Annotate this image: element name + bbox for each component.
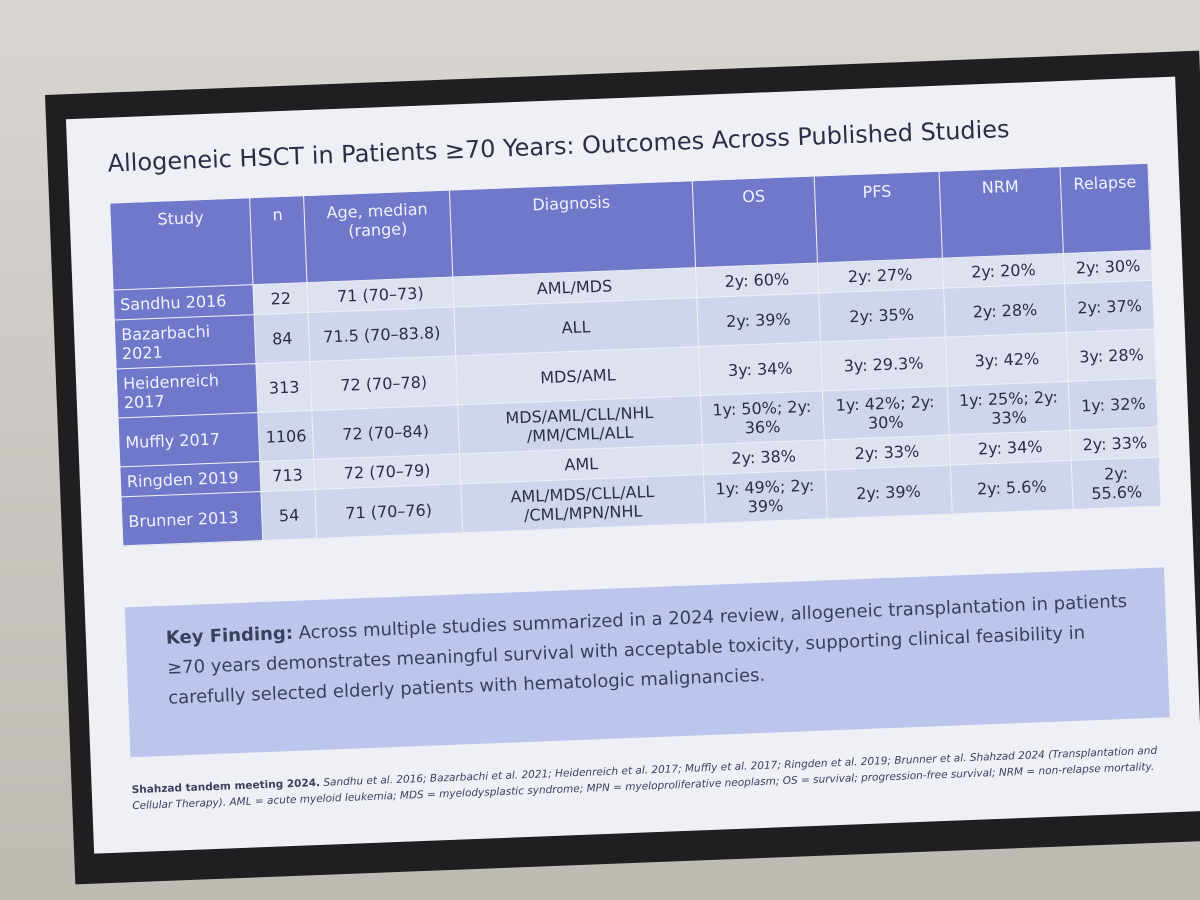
- table-cell: 22: [253, 282, 309, 315]
- table-cell: 2y: 5.6%: [949, 460, 1074, 514]
- table-cell: 1y: 42%; 2y: 30%: [822, 386, 949, 440]
- table-cell: 2y: 27%: [817, 258, 944, 293]
- table-cell: 2y: 37%: [1064, 280, 1155, 333]
- table-cell: AML/MDS/CLL/ALL /CML/MPN/NHL: [460, 474, 706, 533]
- outcomes-table: Study n Age, median (range) Diagnosis OS PFS N…: [109, 163, 1162, 547]
- table-cell: 1y: 50%; 2y: 36%: [700, 390, 824, 445]
- slide-title: Allogeneic HSCT in Patients ≥70 Years: O…: [107, 115, 1011, 178]
- table-cell: 1106: [258, 410, 314, 462]
- header-cell: Diagnosis: [449, 180, 696, 277]
- table-body: Sandhu 2016 22 71 (70–73) AML/MDS 2y: 60% 2y:…: [113, 250, 1162, 546]
- table-cell: 3y: 34%: [698, 341, 823, 396]
- table-cell: 2y: 34%: [948, 430, 1072, 466]
- table-cell: Bazarbachi 2021: [114, 314, 257, 369]
- header-cell: PFS: [813, 171, 943, 263]
- table-cell: 313: [256, 361, 312, 413]
- key-finding-label: Key Finding:: [165, 622, 294, 649]
- table-cell: 2y: 33%: [823, 435, 950, 470]
- table-cell: 2y: 20%: [942, 253, 1065, 289]
- table-cell: 2y: 28%: [943, 283, 1067, 338]
- table-cell: 713: [260, 459, 316, 492]
- table-cell: 84: [254, 312, 311, 364]
- table-cell: 3y: 28%: [1066, 329, 1157, 382]
- key-finding-text: Across multiple studies summarized in a …: [166, 590, 1128, 709]
- slide: Allogeneic HSCT in Patients ≥70 Years: O…: [65, 76, 1200, 854]
- table-cell: 72 (70–84): [311, 404, 460, 460]
- header-cell: OS: [692, 176, 818, 268]
- table-cell: 72 (70–78): [310, 355, 458, 411]
- header-cell: NRM: [938, 166, 1064, 259]
- table-cell: 2y: 60%: [695, 262, 819, 298]
- table-cell: 1y: 25%; 2y: 33%: [946, 381, 1071, 436]
- table-cell: 1y: 49%; 2y: 39%: [703, 469, 828, 524]
- header-cell: Study: [109, 197, 254, 291]
- table-cell: 2y: 33%: [1070, 427, 1160, 461]
- table-cell: Heidenreich 2017: [116, 363, 259, 418]
- table-cell: 2y: 35%: [818, 288, 946, 342]
- table-cell: 54: [261, 489, 317, 541]
- table-cell: 2y: 55.6%: [1071, 456, 1162, 510]
- table-cell: 2y: 38%: [702, 439, 826, 475]
- table-cell: 2y: 39%: [696, 292, 821, 347]
- projection-screen: Allogeneic HSCT in Patients ≥70 Years: O…: [45, 50, 1200, 885]
- header-cell: Relapse: [1060, 163, 1152, 254]
- table-cell: 71.5 (70–83.8): [308, 306, 456, 362]
- table-cell: Muffly 2017: [117, 412, 261, 467]
- table-cell: Brunner 2013: [120, 491, 264, 546]
- table-cell: 2y: 39%: [825, 465, 952, 519]
- table-cell: 3y: 29.3%: [820, 337, 947, 391]
- table-cell: 2y: 30%: [1063, 250, 1153, 284]
- header-cell: Age, median (range): [303, 190, 453, 283]
- table-cell: 1y: 32%: [1068, 378, 1159, 431]
- table-cell: 71 (70–76): [315, 483, 463, 539]
- footnote: Shahzad tandem meeting 2024. Sandhu et a…: [131, 742, 1171, 814]
- key-finding: Key Finding: Across multiple studies sum…: [124, 567, 1170, 758]
- header-cell: n: [250, 195, 308, 285]
- table-cell: 3y: 42%: [945, 332, 1069, 387]
